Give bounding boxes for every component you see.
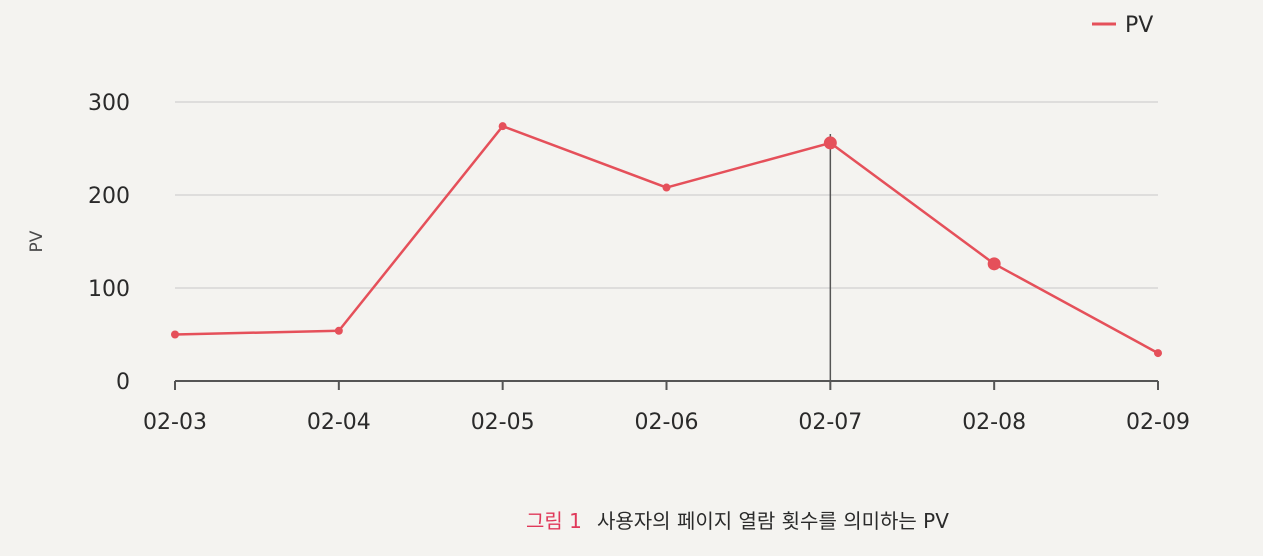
x-tick-label: 02-09 [1126,410,1190,435]
caption-prefix: 그림 1 [526,509,582,533]
data-point[interactable] [823,136,837,150]
legend[interactable]: PV [1092,13,1153,38]
data-point[interactable] [171,330,179,339]
data-point[interactable] [334,326,343,335]
series-layer [171,122,1162,358]
grid-layer [175,101,1158,289]
y-tick-label: 300 [88,91,130,116]
y-tick-label: 0 [116,370,130,395]
legend-label: PV [1125,13,1153,38]
x-tick-label: 02-06 [635,410,699,435]
data-point[interactable] [1154,349,1162,358]
y-tick-label: 200 [88,184,130,209]
x-tick-label: 02-08 [962,410,1026,435]
data-point[interactable] [987,257,1001,271]
figure-caption: 그림 1 사용자의 페이지 열람 횟수를 의미하는 PV [526,509,949,533]
y-axis-label: PV [27,230,47,252]
caption-text: 사용자의 페이지 열람 횟수를 의미하는 PV [597,509,949,533]
data-point[interactable] [498,122,507,131]
y-tick-label: 100 [88,277,130,302]
series-line-pv [174,124,1159,355]
x-tick-label: 02-03 [143,410,207,435]
data-point[interactable] [662,183,671,192]
x-tick-label: 02-04 [307,410,371,435]
x-tick-label: 02-05 [471,410,535,435]
x-tick-label: 02-07 [798,410,862,435]
svg-text:그림 1 사용자의 페이지 열람 횟수를 의: 그림 1 사용자의 페이지 열람 횟수를 의미하는 PV [526,509,949,533]
axis-layer: 0 100 200 300 02-03 02-04 02-05 02-06 02-07 02-08… [88,91,1190,435]
